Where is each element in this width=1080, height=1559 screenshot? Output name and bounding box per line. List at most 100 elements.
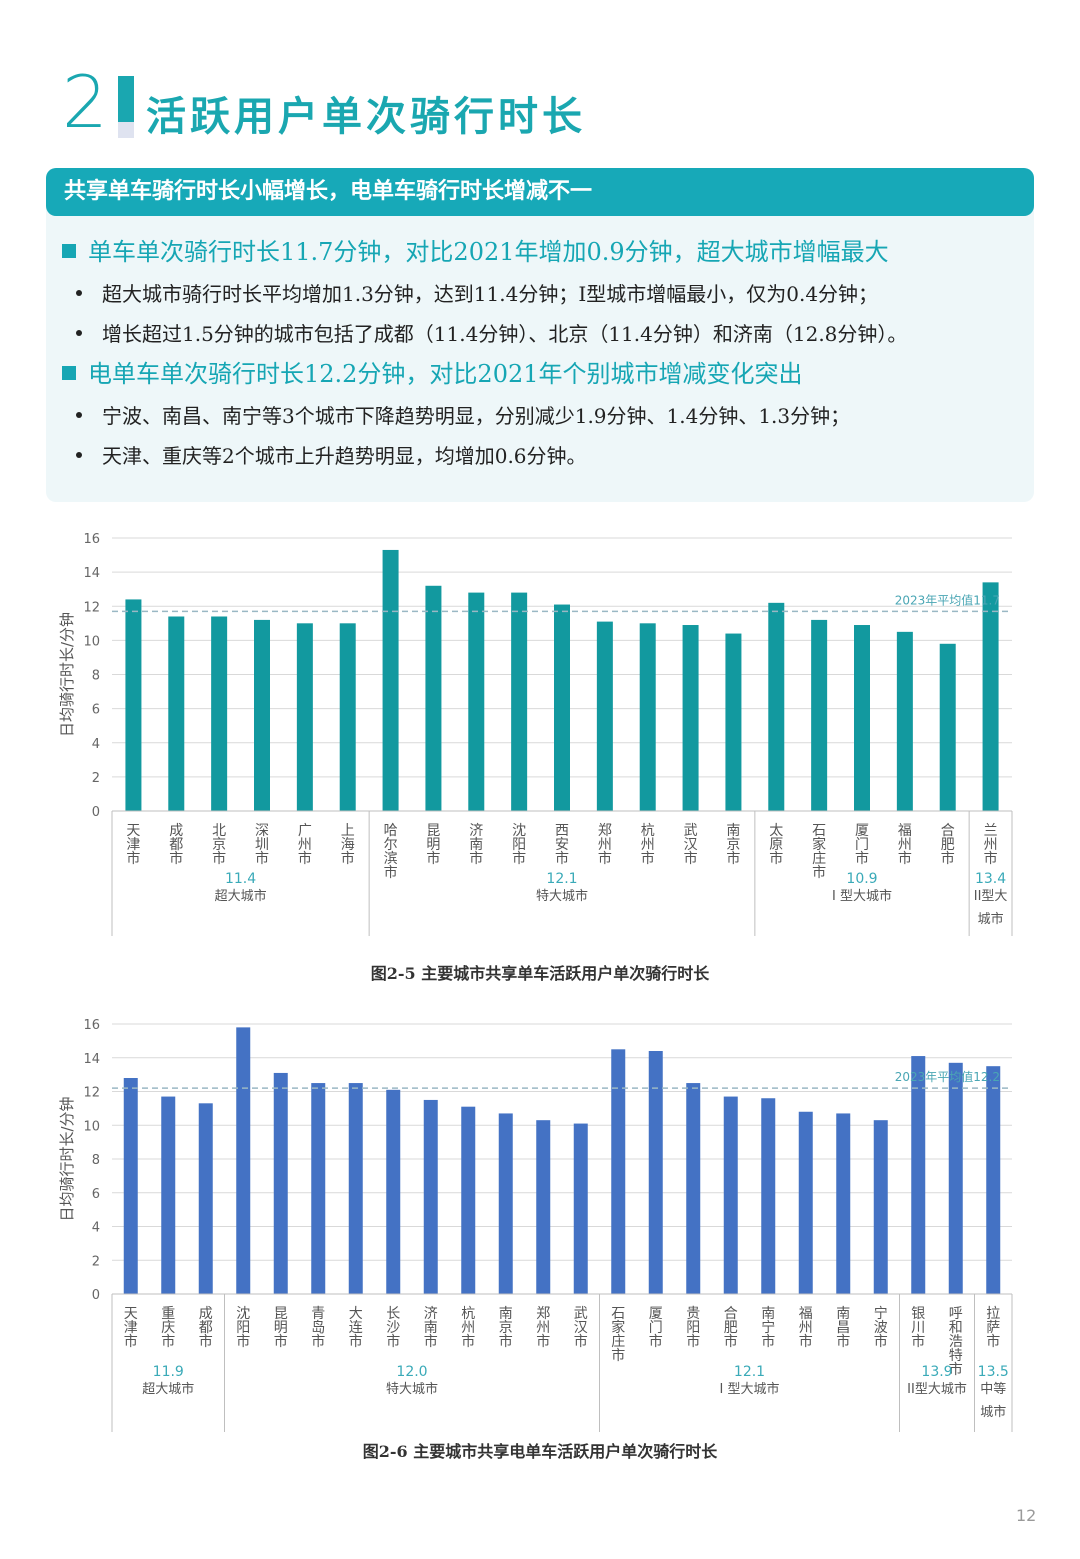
bar bbox=[948, 1062, 963, 1294]
group-average-label: 13.5 bbox=[978, 1364, 1009, 1380]
chart1-caption: 图2-5 主要城市共享单车活跃用户单次骑行时长 bbox=[370, 964, 710, 983]
bar bbox=[425, 585, 442, 811]
category-label: 成都市 bbox=[169, 823, 183, 867]
square-bullet-icon bbox=[62, 366, 76, 380]
group-name-label: I 型大城市 bbox=[720, 1381, 780, 1397]
category-label: 济南市 bbox=[469, 823, 483, 867]
bar bbox=[982, 582, 999, 811]
category-label: 杭州市 bbox=[461, 1306, 475, 1350]
category-label: 呼和浩特市 bbox=[949, 1306, 963, 1378]
bar bbox=[198, 1103, 213, 1294]
category-label: 福州市 bbox=[799, 1306, 813, 1350]
category-label: 拉萨市 bbox=[986, 1306, 1000, 1350]
bar bbox=[596, 621, 613, 811]
category-label: 武汉市 bbox=[684, 823, 698, 867]
summary-panel bbox=[46, 168, 1034, 502]
y-tick-label: 0 bbox=[92, 805, 100, 820]
category-label: 大连市 bbox=[349, 1306, 363, 1350]
group-name-label: 中等城市 bbox=[980, 1381, 1006, 1420]
category-label: 哈尔滨市 bbox=[384, 823, 398, 881]
category-label: 南京市 bbox=[499, 1306, 513, 1350]
category-label: 济南市 bbox=[424, 1306, 438, 1350]
bike-duration-chart: 0 2 4 6 8 10 12 14 16 日均骑行时长/分钟 2023年平均值11.7 天津市 成都市… bbox=[58, 532, 1013, 936]
bar bbox=[798, 1111, 813, 1294]
y-tick-label: 8 bbox=[92, 1153, 100, 1168]
bar bbox=[511, 592, 528, 811]
bar bbox=[573, 1123, 588, 1294]
category-label: 兰州市 bbox=[984, 823, 998, 867]
bar bbox=[161, 1096, 176, 1294]
bar bbox=[211, 616, 228, 811]
category-label: 太原市 bbox=[769, 823, 783, 867]
summary-bullet-text: 天津、重庆等2个城市上升趋势明显，均增加0.6分钟。 bbox=[102, 444, 587, 468]
bar bbox=[125, 599, 142, 811]
summary-bullet: 天津、重庆等2个城市上升趋势明显，均增加0.6分钟。 bbox=[76, 440, 587, 469]
y-tick-label: 6 bbox=[92, 1187, 100, 1202]
bar bbox=[461, 1106, 476, 1294]
category-label: 西安市 bbox=[555, 823, 569, 867]
bar bbox=[254, 619, 270, 811]
bar bbox=[723, 1096, 738, 1294]
average-label: 2023年平均值12.2 bbox=[895, 1069, 1000, 1084]
summary-bullet: 超大城市骑行时长平均增加1.3分钟，达到11.4分钟；I型城市增幅最小，仅为0.… bbox=[76, 278, 878, 307]
bar bbox=[648, 1051, 663, 1294]
category-label: 武汉市 bbox=[574, 1306, 588, 1350]
bar bbox=[686, 1083, 701, 1294]
category-label: 合肥市 bbox=[941, 823, 955, 867]
bar bbox=[168, 616, 185, 811]
category-label: 青岛市 bbox=[311, 1306, 325, 1350]
y-tick-label: 4 bbox=[92, 1221, 100, 1236]
y-tick-label: 14 bbox=[83, 566, 100, 581]
y-tick-label: 2 bbox=[92, 771, 100, 786]
bar bbox=[386, 1089, 401, 1294]
chart2-caption: 图2-6 主要城市共享电单车活跃用户单次骑行时长 bbox=[362, 1442, 718, 1461]
category-label: 合肥市 bbox=[724, 1306, 738, 1350]
summary-bullet-text: 宁波、南昌、南宁等3个城市下降趋势明显，分别减少1.9分钟、1.4分钟、1.3分… bbox=[102, 404, 851, 428]
y-tick-label: 4 bbox=[92, 737, 100, 752]
y-tick-label: 2 bbox=[92, 1254, 100, 1269]
summary-heading-text: 电单车单次骑行时长12.2分钟，对比2021年个别城市增减变化突出 bbox=[88, 360, 803, 388]
y-tick-label: 10 bbox=[83, 634, 100, 649]
category-label: 成都市 bbox=[199, 1306, 213, 1350]
summary-heading-text: 单车单次骑行时长11.7分钟，对比2021年增加0.9分钟，超大城市增幅最大 bbox=[88, 238, 889, 266]
y-tick-label: 6 bbox=[92, 703, 100, 718]
category-label: 厦门市 bbox=[649, 1306, 663, 1350]
category-label: 重庆市 bbox=[161, 1306, 175, 1350]
y-axis-label: 日均骑行时长/分钟 bbox=[58, 612, 76, 737]
bar bbox=[236, 1027, 251, 1294]
bar bbox=[348, 1083, 363, 1294]
bar bbox=[611, 1049, 626, 1294]
group-average-label: 11.4 bbox=[225, 871, 256, 887]
bar bbox=[911, 1056, 926, 1294]
category-label: 郑州市 bbox=[598, 823, 612, 867]
group-name-label: I 型大城市 bbox=[832, 888, 892, 904]
group-name-label: 超大城市 bbox=[215, 888, 267, 904]
group-average-label: 13.9 bbox=[921, 1364, 952, 1380]
summary-bullet-text: 增长超过1.5分钟的城市包括了成都（11.4分钟）、北京（11.4分钟）和济南（… bbox=[102, 322, 908, 346]
bar bbox=[423, 1099, 438, 1294]
category-label: 宁波市 bbox=[874, 1305, 888, 1350]
category-label: 石家庄市 bbox=[812, 823, 826, 881]
bar bbox=[768, 602, 785, 811]
category-label: 沈阳市 bbox=[512, 823, 526, 867]
summary-bullet: 增长超过1.5分钟的城市包括了成都（11.4分钟）、北京（11.4分钟）和济南（… bbox=[76, 318, 907, 347]
category-label: 南昌市 bbox=[836, 1306, 850, 1350]
category-label: 南宁市 bbox=[761, 1306, 775, 1350]
bar bbox=[854, 625, 870, 811]
bar bbox=[536, 1120, 551, 1294]
bar bbox=[382, 549, 399, 811]
y-tick-label: 8 bbox=[92, 669, 100, 684]
section-accent-bar bbox=[118, 76, 134, 122]
y-tick-label: 14 bbox=[83, 1052, 100, 1067]
group-average-label: 11.9 bbox=[153, 1364, 184, 1380]
page-number: 12 bbox=[1016, 1506, 1037, 1525]
category-label: 杭州市 bbox=[641, 823, 655, 867]
average-label: 2023年平均值11.7 bbox=[895, 592, 1000, 607]
category-label: 沈阳市 bbox=[236, 1306, 250, 1350]
bar bbox=[836, 1113, 851, 1294]
bar bbox=[682, 625, 699, 811]
group-name-label: II型大城市 bbox=[907, 1381, 967, 1397]
category-label: 厦门市 bbox=[855, 823, 869, 867]
bar bbox=[725, 633, 742, 811]
bullet-dot-icon bbox=[76, 330, 82, 336]
